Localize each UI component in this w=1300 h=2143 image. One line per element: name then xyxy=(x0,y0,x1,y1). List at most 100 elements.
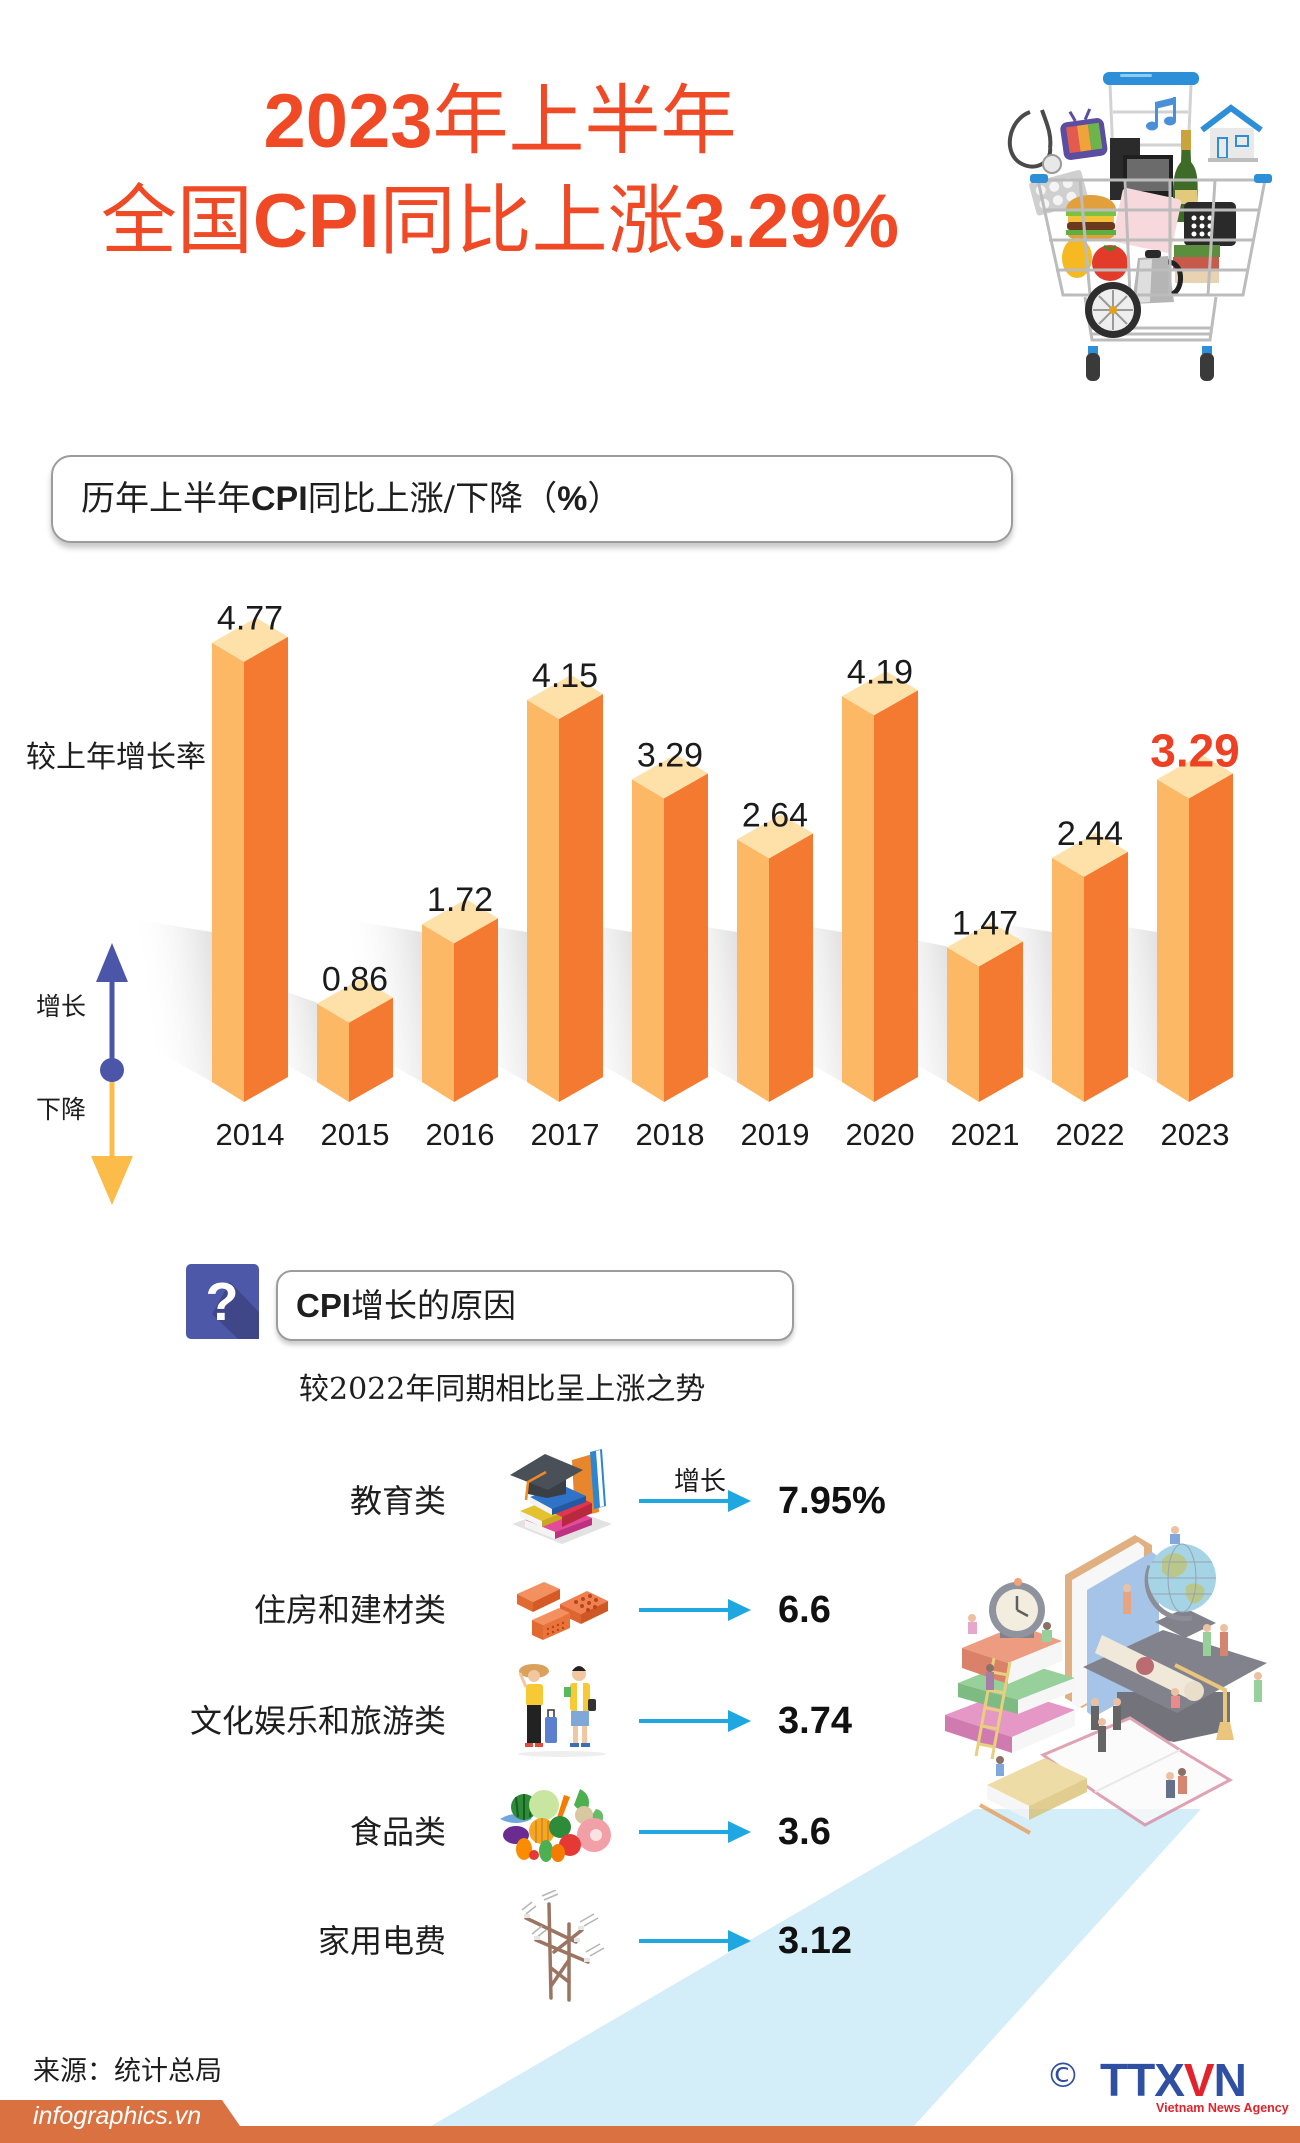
year-label: 2018 xyxy=(636,1117,705,1152)
book-stack xyxy=(945,1625,1075,1753)
bar-2016: 1.72 2016 xyxy=(422,881,498,1152)
bar-right-face xyxy=(664,773,708,1102)
logo-part: TTX xyxy=(1100,2054,1185,2106)
tv-icon xyxy=(1060,108,1108,160)
title-line-2: 全国CPI同比上涨3.29% xyxy=(0,183,1000,260)
footer-band xyxy=(0,2100,1300,2143)
reasons-title-text: 增长的原因 xyxy=(351,1286,517,1325)
stethoscope-icon xyxy=(1007,109,1062,174)
bar-value-label: 1.47 xyxy=(952,904,1018,942)
telephone-icon xyxy=(1174,202,1236,257)
bar-value-label: 0.86 xyxy=(322,961,388,999)
bar-top-face xyxy=(947,922,1023,967)
wheel-icon xyxy=(1085,282,1141,338)
title-middle: 同比上涨 xyxy=(379,176,684,265)
bar-left-face xyxy=(1052,857,1084,1102)
arrow-right-icon xyxy=(639,1930,751,1952)
bar-2021: 1.47 2021 xyxy=(947,904,1023,1152)
cart-wheel xyxy=(1086,353,1100,381)
reason-label: 教育类 xyxy=(349,1482,446,1520)
bar-right-face xyxy=(874,690,918,1102)
year-label: 2017 xyxy=(531,1117,600,1152)
chart-title-part: ） xyxy=(587,479,622,519)
chart-title: 历年上半年CPI同比上涨/下降（%） xyxy=(81,457,621,541)
year-label: 2023 xyxy=(1161,1117,1230,1152)
computer-icon xyxy=(1110,138,1173,200)
arrow-right-icon xyxy=(639,1490,751,1512)
tomato-icon xyxy=(1092,244,1128,281)
pencil xyxy=(979,1803,1031,1835)
alarm-clock xyxy=(989,1578,1045,1638)
bar-top-face xyxy=(737,814,813,859)
year-label: 2021 xyxy=(951,1117,1020,1152)
bar-2018: 3.29 2018 xyxy=(632,736,708,1152)
chart-title-acronym: CPI xyxy=(251,480,308,518)
reason-value: 3.6 xyxy=(778,1811,831,1853)
logo-tagline: Vietnam News Agency xyxy=(1156,2101,1289,2115)
bar-2019: 2.64 2019 xyxy=(737,796,813,1152)
year-label: 2014 xyxy=(216,1117,285,1152)
bar-right-face xyxy=(244,636,288,1102)
title-period: 年上半年 xyxy=(432,76,737,165)
arrow-up-icon xyxy=(96,943,128,982)
title-year: 2023 xyxy=(263,79,433,164)
arrow-down-icon xyxy=(91,1156,133,1205)
open-book xyxy=(1039,1716,1234,1827)
bar-left-face xyxy=(422,924,454,1102)
bar-2020: 4.19 2020 xyxy=(842,653,918,1152)
bar-top-face xyxy=(632,754,708,799)
bar-chart: 4.77 2014 0.86 2015 1.72 2016 4.15 2017 3.29 2018… xyxy=(91,600,1240,1205)
bar-value-label: 2.44 xyxy=(1057,815,1123,853)
power-pylon-icon xyxy=(521,1890,605,2002)
logo-part: V xyxy=(1183,2054,1215,2106)
bar-top-face xyxy=(212,617,288,662)
copyright-icon: © xyxy=(1046,2056,1080,2096)
title-acronym: CPI xyxy=(252,179,380,264)
bar-shadow xyxy=(137,920,212,1082)
reasons-subtitle: 较2022年同期相比呈上涨之势 xyxy=(299,1372,706,1407)
bar-top-face xyxy=(317,978,393,1023)
shopping-cart-illustration xyxy=(1007,72,1272,381)
education-illustration xyxy=(945,1526,1267,1835)
reasons-title-acronym: CPI xyxy=(296,1287,352,1324)
year-label: 2020 xyxy=(846,1117,915,1152)
bar-left-face xyxy=(737,839,769,1102)
question-icon: ? xyxy=(186,1264,259,1339)
chart-title-part: 历年上半年 xyxy=(81,479,251,519)
bar-value-label: 2.64 xyxy=(742,796,808,834)
diploma-scroll xyxy=(1095,1635,1204,1701)
legend-increase-label: 增长 xyxy=(36,992,87,1021)
bar-left-face xyxy=(317,1003,349,1102)
bar-2017: 4.15 2017 xyxy=(527,657,603,1152)
title-prefix: 全国 xyxy=(100,176,253,265)
bar-value-label: 3.29 xyxy=(637,736,703,774)
bars: 4.77 2014 0.86 2015 1.72 2016 4.15 2017 3.29 2018… xyxy=(137,600,1240,1152)
reason-value: 3.74 xyxy=(778,1700,852,1742)
bar-left-face xyxy=(632,779,664,1102)
reason-value: 6.6 xyxy=(778,1589,831,1631)
reasons-title: CPI增长的原因 xyxy=(296,1272,516,1339)
bar-value-label: 4.19 xyxy=(847,653,913,691)
direction-legend xyxy=(91,943,133,1205)
logo-part: N xyxy=(1213,2054,1247,2106)
bar-2014: 4.77 2014 xyxy=(212,600,288,1152)
bar-left-face xyxy=(527,699,559,1102)
yellow-book xyxy=(987,1758,1087,1820)
arrow-right-icon xyxy=(639,1710,751,1732)
bar-2023: 3.29 2023 xyxy=(1150,724,1240,1152)
bar-value-label: 4.15 xyxy=(532,657,598,695)
gift-box-icon xyxy=(1112,188,1182,253)
arrow-right-icon xyxy=(639,1821,751,1843)
site-name: infographics.vn xyxy=(33,2102,202,2130)
year-label: 2022 xyxy=(1056,1117,1125,1152)
legend-decrease-label: 下降 xyxy=(36,1095,87,1124)
bar-value-label: 1.72 xyxy=(427,881,493,919)
bar-right-face xyxy=(559,693,603,1102)
chart-title-box: 历年上半年CPI同比上涨/下降（%） xyxy=(51,455,1013,543)
cart-wheel xyxy=(1200,353,1214,381)
year-label: 2016 xyxy=(426,1117,495,1152)
travel-icon xyxy=(518,1664,606,1757)
question-glyph: ? xyxy=(206,1272,239,1332)
year-label: 2019 xyxy=(741,1117,810,1152)
bar-top-face xyxy=(842,671,918,716)
